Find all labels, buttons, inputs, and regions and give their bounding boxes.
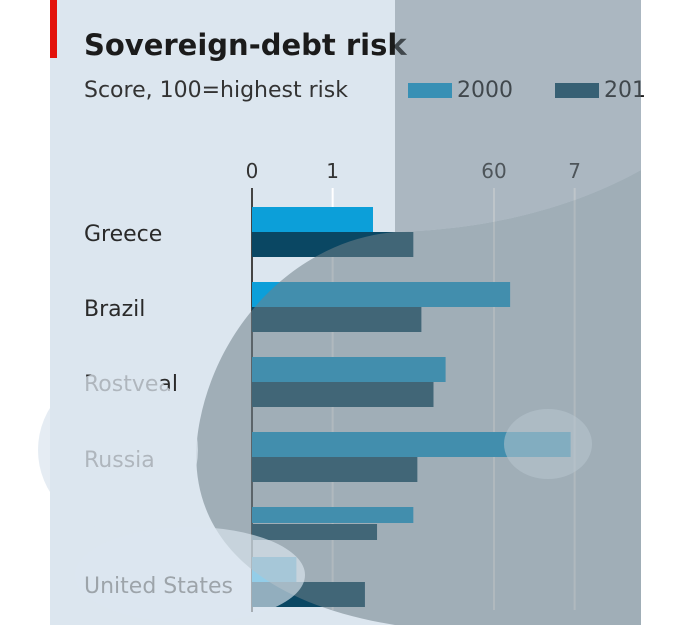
chart-subtitle: Score, 100=highest risk: [84, 78, 348, 103]
x-tick-label: 1: [326, 159, 339, 183]
bar-greece-201: [252, 232, 414, 257]
bar-greece-2000: [252, 207, 373, 232]
category-label-united-states: United States: [84, 574, 233, 599]
bar-russia-2000: [252, 432, 571, 457]
bar-row4-201: [252, 524, 378, 540]
bar-brazil-2000: [252, 282, 511, 307]
legend-swatch-2000: [408, 83, 452, 98]
legend-swatch-201: [555, 83, 599, 98]
bar-united-states-2000: [252, 557, 297, 582]
bar-united-states-201: [252, 582, 365, 607]
legend-label-201: 201: [604, 78, 646, 103]
bar-portugal-2000: [252, 357, 446, 382]
category-label-greece: Greece: [84, 222, 163, 247]
x-tick-label: 7: [568, 159, 581, 183]
chart-title: Sovereign-debt risk: [84, 28, 407, 62]
category-label-portugal: Rostveal: [84, 372, 178, 397]
x-tick-label: 0: [246, 159, 259, 183]
bar-russia-201: [252, 457, 418, 482]
category-label-brazil: Brazil: [84, 297, 146, 322]
bar-row4-2000: [252, 507, 414, 523]
bar-brazil-201: [252, 307, 422, 332]
legend-label-2000: 2000: [457, 78, 513, 103]
brand-red-tag: [50, 0, 57, 58]
bar-portugal-201: [252, 382, 434, 407]
category-label-russia: Russia: [84, 448, 155, 473]
x-tick-label: 60: [481, 159, 506, 183]
